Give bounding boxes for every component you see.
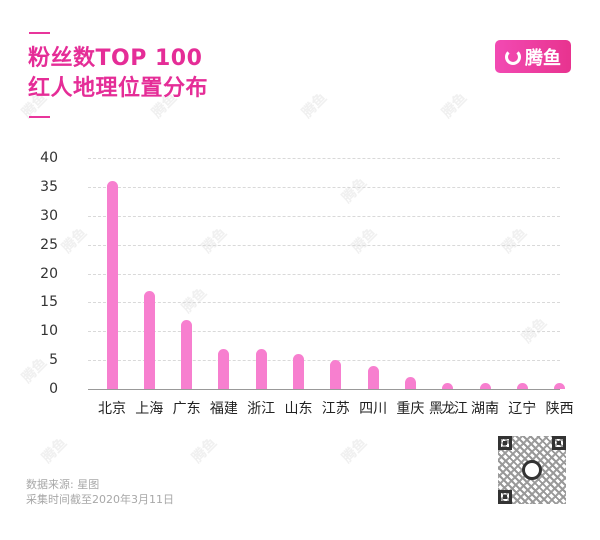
chart-title-line1: 粉丝数TOP 100 (28, 46, 203, 71)
bar (479, 383, 491, 389)
x-tick-label: 四川 (359, 401, 388, 417)
y-tick-label: 0 (49, 381, 58, 397)
y-tick-label: 10 (40, 323, 58, 340)
x-tick-label: 山东 (284, 401, 313, 417)
bar (516, 383, 528, 389)
collection-date: 采集时间截至2020年3月11日 (26, 493, 174, 506)
gridline (88, 186, 560, 188)
bar (367, 365, 379, 389)
data-source: 数据来源: 星图 (26, 478, 100, 491)
x-tick-label: 江苏 (321, 401, 350, 417)
bar (442, 383, 454, 389)
title-bottom-accent (29, 116, 50, 118)
gridline (88, 244, 560, 246)
y-tick-label: 25 (40, 236, 58, 253)
tengyu-logo-icon (505, 48, 521, 65)
bar-chart: 0 5 10 15 20 25 30 35 40 北京 上海 广东 福建 浙江 山东 江苏 四川 重庆 黑龙江 湖南辽… (40, 150, 574, 417)
x-tick-label: 浙江 (247, 401, 276, 417)
bar (106, 181, 118, 389)
bar (293, 354, 304, 389)
gridline (88, 360, 560, 362)
brand-name: 腾鱼 (525, 47, 561, 69)
x-tick-label: 黑龙江 (428, 401, 468, 417)
y-tick-label: 5 (49, 352, 58, 369)
x-tick-label: 陕西 (545, 401, 574, 417)
bar (404, 377, 416, 389)
x-tick-label: 北京 (98, 401, 126, 417)
x-axis-line (88, 389, 560, 390)
y-tick-label: 40 (40, 150, 58, 166)
x-tick-label: 福建 (209, 401, 238, 417)
bar (330, 360, 342, 389)
bar (218, 348, 230, 389)
brand-logo: 腾鱼 (495, 40, 571, 73)
title-top-accent (29, 32, 50, 34)
gridline (88, 273, 560, 275)
gridline (88, 215, 560, 217)
y-tick-label: 15 (40, 294, 58, 311)
bar (554, 383, 566, 389)
qr-code-icon (498, 436, 566, 504)
bar (255, 348, 267, 389)
x-tick-label: 上海 (135, 401, 164, 417)
chart-title-line2: 红人地理位置分布 (28, 76, 209, 101)
y-tick-label: 30 (40, 207, 58, 224)
x-tick-label: 重庆 (396, 401, 425, 417)
bar (181, 319, 193, 389)
gridline (88, 158, 560, 159)
gridline (88, 331, 560, 333)
x-tick-label: 辽宁 (508, 401, 537, 417)
x-tick-label: 湖南 (471, 401, 499, 417)
y-tick-label: 35 (40, 178, 58, 195)
x-tick-label: 广东 (172, 401, 201, 417)
y-tick-label: 20 (40, 265, 58, 282)
bar (143, 290, 155, 389)
gridline (88, 302, 560, 304)
